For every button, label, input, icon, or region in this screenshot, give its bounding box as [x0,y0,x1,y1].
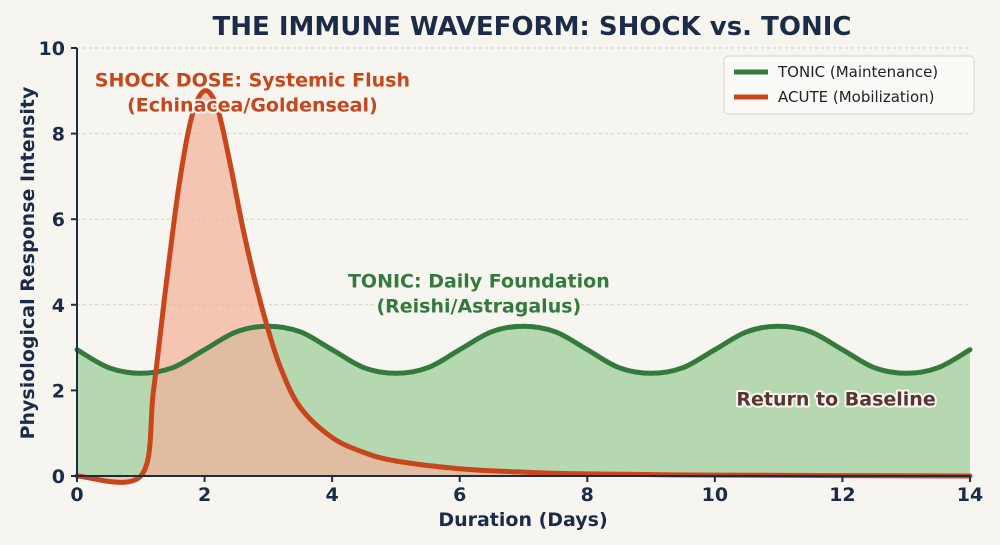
x-tick-label: 12 [829,484,855,506]
y-tick-label: 2 [52,380,65,402]
x-tick-label: 10 [702,484,728,506]
x-tick-label: 0 [70,484,83,506]
series-lines [74,88,973,485]
annotation-text: (Reishi/Astragalus) [376,296,581,318]
annotation-text: (Echinacea/Goldenseal) [127,95,378,117]
x-tick-label: 2 [198,484,211,506]
annotation: TONIC: Daily Foundation (Reishi/Astragalu… [346,269,612,320]
legend: TONIC (Maintenance) ACUTE (Mobilization) [723,55,975,115]
axes: 0 2 4 6 8 10 12 14 0 2 4 6 8 10 [39,38,984,506]
x-axis-label: Duration (Days) [438,509,607,531]
chart-title: THE IMMUNE WAVEFORM: SHOCK vs. TONIC [213,12,852,42]
x-tick-label: 6 [453,484,466,506]
legend-label: TONIC (Maintenance) [777,63,938,81]
legend-item: TONIC (Maintenance) [734,63,938,81]
x-tick-label: 8 [581,484,594,506]
series-line-acute [74,88,973,485]
legend-label: ACUTE (Mobilization) [778,88,935,106]
annotation-text: SHOCK DOSE: Systemic Flush [95,70,410,92]
legend-box [723,55,975,115]
y-axis-label: Physiological Response Intensity [17,86,39,439]
annotation: SHOCK DOSE: Systemic Flush (Echinacea/Gol… [93,68,412,119]
y-tick-label: 4 [52,295,65,317]
y-tick-label: 0 [52,466,65,488]
annotation: Return to Baseline [734,386,937,412]
legend-item: ACUTE (Mobilization) [734,88,935,106]
annotations: SHOCK DOSE: Systemic Flush (Echinacea/Gol… [93,68,938,413]
series-line-tonic [74,323,973,376]
annotation-text: Return to Baseline [736,388,935,410]
x-tick-label: 14 [957,484,983,506]
y-tick-label: 6 [52,209,65,231]
annotation-text: TONIC: Daily Foundation [348,271,610,293]
y-tick-label: 8 [52,124,65,146]
x-tick-label: 4 [326,484,339,506]
y-tick-label: 10 [39,38,65,60]
